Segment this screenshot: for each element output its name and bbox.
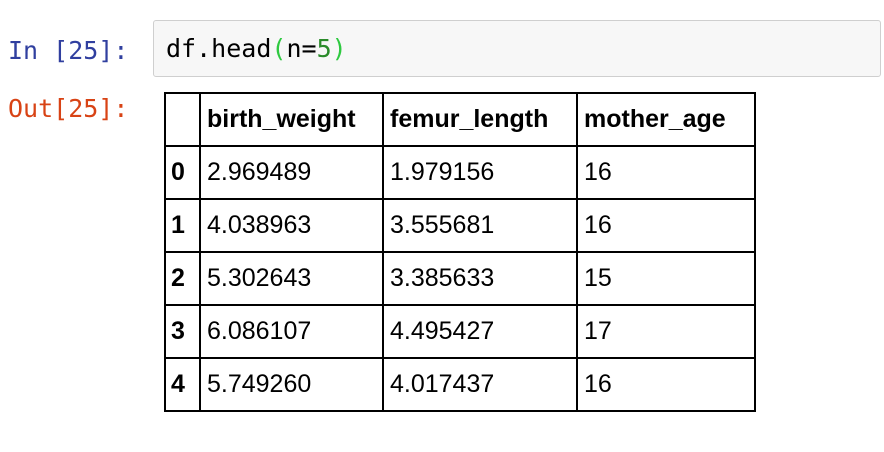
cell-femur-length: 1.979156 bbox=[382, 145, 578, 200]
code-equals: = bbox=[301, 34, 317, 63]
code-arg-value: 5 bbox=[316, 34, 332, 63]
cell-femur-length: 4.017437 bbox=[382, 357, 578, 412]
cell-birth-weight: 6.086107 bbox=[199, 304, 384, 359]
code-arg-name: n bbox=[286, 34, 302, 63]
code-method: head bbox=[211, 34, 272, 63]
row-index: 4 bbox=[164, 357, 201, 412]
code-object: df bbox=[166, 34, 197, 63]
code-dot: . bbox=[196, 34, 212, 63]
table-row: 0 2.969489 1.979156 16 bbox=[164, 145, 756, 200]
cell-mother-age: 15 bbox=[576, 251, 756, 306]
cell-femur-length: 3.555681 bbox=[382, 198, 578, 253]
column-header-femur-length: femur_length bbox=[382, 92, 578, 147]
table-row: 4 5.749260 4.017437 16 bbox=[164, 357, 756, 412]
column-header-birth-weight: birth_weight bbox=[199, 92, 384, 147]
row-index: 2 bbox=[164, 251, 201, 306]
table-header-row: birth_weight femur_length mother_age bbox=[164, 92, 756, 147]
input-prompt: In [25]: bbox=[8, 36, 129, 65]
row-index: 1 bbox=[164, 198, 201, 253]
cell-mother-age: 17 bbox=[576, 304, 756, 359]
output-prompt: Out[25]: bbox=[8, 94, 129, 123]
row-index: 0 bbox=[164, 145, 201, 200]
dataframe-table: birth_weight femur_length mother_age 0 2… bbox=[164, 92, 756, 412]
table-row: 1 4.038963 3.555681 16 bbox=[164, 198, 756, 253]
table-row: 3 6.086107 4.495427 17 bbox=[164, 304, 756, 359]
cell-mother-age: 16 bbox=[576, 357, 756, 412]
cell-femur-length: 3.385633 bbox=[382, 251, 578, 306]
cell-mother-age: 16 bbox=[576, 145, 756, 200]
table-row: 2 5.302643 3.385633 15 bbox=[164, 251, 756, 306]
column-header-mother-age: mother_age bbox=[576, 92, 756, 147]
code-close-paren: ) bbox=[331, 34, 347, 63]
cell-birth-weight: 4.038963 bbox=[199, 198, 384, 253]
cell-femur-length: 4.495427 bbox=[382, 304, 578, 359]
cell-birth-weight: 5.302643 bbox=[199, 251, 384, 306]
cell-birth-weight: 5.749260 bbox=[199, 357, 384, 412]
row-index: 3 bbox=[164, 304, 201, 359]
cell-mother-age: 16 bbox=[576, 198, 756, 253]
cell-birth-weight: 2.969489 bbox=[199, 145, 384, 200]
code-open-paren: ( bbox=[271, 34, 287, 63]
index-header-cell bbox=[164, 92, 201, 147]
code-input-cell[interactable]: df. head(n = 5) bbox=[153, 20, 881, 77]
